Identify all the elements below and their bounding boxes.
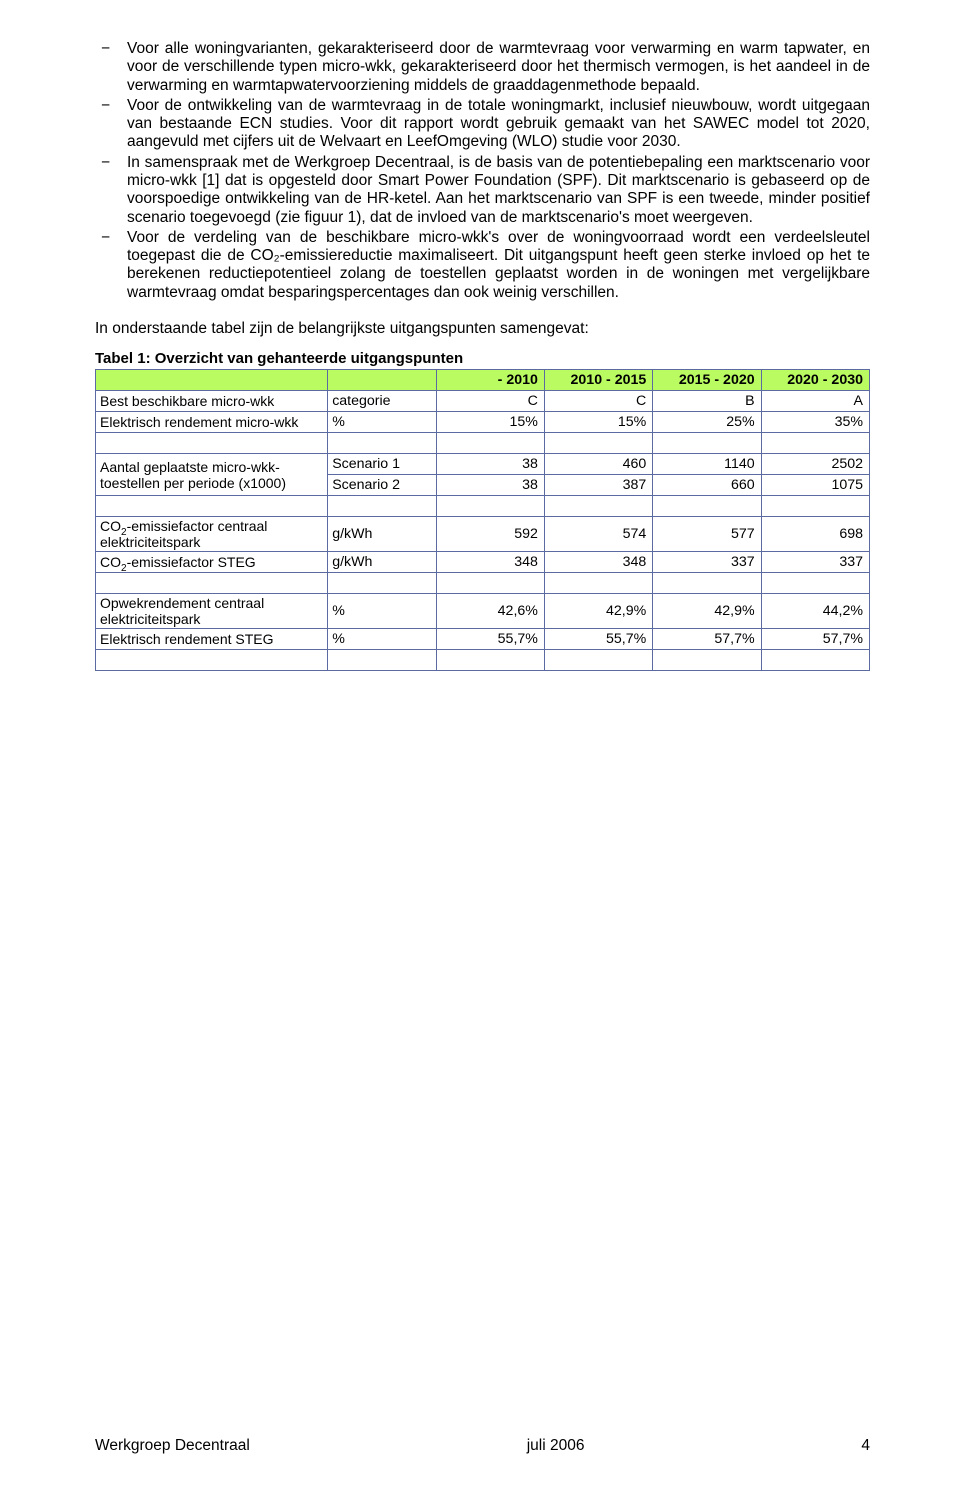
row-value: 44,2% xyxy=(761,594,869,629)
bullet-item: Voor de ontwikkeling van de warmtevraag … xyxy=(95,97,870,152)
row-value: 1140 xyxy=(653,454,761,475)
row-value: 55,7% xyxy=(436,629,544,650)
row-value: 42,9% xyxy=(544,594,652,629)
row-value: 35% xyxy=(761,412,869,433)
row-value: 337 xyxy=(761,552,869,573)
table-header-cell: - 2010 xyxy=(436,370,544,391)
row-label: CO2-emissiefactor centraal elektriciteit… xyxy=(96,517,328,552)
row-value: 57,7% xyxy=(653,629,761,650)
table-row: Aantal geplaatste micro-wkk-toestellen p… xyxy=(96,454,870,475)
table-row: Opwekrendement centraal elektriciteitspa… xyxy=(96,594,870,629)
table-header-cell: 2020 - 2030 xyxy=(761,370,869,391)
row-value: 1075 xyxy=(761,475,869,496)
row-value: C xyxy=(436,391,544,412)
table-caption: Tabel 1: Overzicht van gehanteerde uitga… xyxy=(95,350,870,367)
row-label: Elektrisch rendement micro-wkk xyxy=(96,412,328,433)
row-value: 15% xyxy=(544,412,652,433)
table-row: CO2-emissiefactor STEG g/kWh 348 348 337… xyxy=(96,552,870,573)
row-unit: % xyxy=(328,412,436,433)
bullet-item: In samenspraak met de Werkgroep Decentra… xyxy=(95,154,870,227)
row-value: 25% xyxy=(653,412,761,433)
data-table: - 2010 2010 - 2015 2015 - 2020 2020 - 20… xyxy=(95,369,870,671)
row-label: CO2-emissiefactor STEG xyxy=(96,552,328,573)
table-row: Best beschikbare micro-wkk categorie C C… xyxy=(96,391,870,412)
table-header-cell xyxy=(328,370,436,391)
row-value: 38 xyxy=(436,454,544,475)
row-value: 15% xyxy=(436,412,544,433)
footer-center: juli 2006 xyxy=(250,1437,862,1455)
row-value: 55,7% xyxy=(544,629,652,650)
table-header-cell: 2010 - 2015 xyxy=(544,370,652,391)
table-row: CO2-emissiefactor centraal elektriciteit… xyxy=(96,517,870,552)
intro-text: In onderstaande tabel zijn de belangrijk… xyxy=(95,320,870,338)
table-header-cell xyxy=(96,370,328,391)
row-value: 348 xyxy=(436,552,544,573)
footer-left: Werkgroep Decentraal xyxy=(95,1437,250,1455)
row-value: 660 xyxy=(653,475,761,496)
row-value: 42,6% xyxy=(436,594,544,629)
row-unit: Scenario 1 xyxy=(328,454,436,475)
row-value: A xyxy=(761,391,869,412)
table-spacer xyxy=(96,433,870,454)
row-label: Opwekrendement centraal elektriciteitspa… xyxy=(96,594,328,629)
row-unit: g/kWh xyxy=(328,517,436,552)
row-label: Aantal geplaatste micro-wkk-toestellen p… xyxy=(96,454,328,496)
row-unit: % xyxy=(328,594,436,629)
table-spacer xyxy=(96,496,870,517)
row-value: 2502 xyxy=(761,454,869,475)
table-header-row: - 2010 2010 - 2015 2015 - 2020 2020 - 20… xyxy=(96,370,870,391)
row-unit: % xyxy=(328,629,436,650)
page-footer: Werkgroep Decentraal juli 2006 4 xyxy=(95,1437,870,1455)
bullet-list: Voor alle woningvarianten, gekarakterise… xyxy=(95,40,870,302)
row-unit: g/kWh xyxy=(328,552,436,573)
row-value: 57,7% xyxy=(761,629,869,650)
row-value: 348 xyxy=(544,552,652,573)
row-value: C xyxy=(544,391,652,412)
table-spacer xyxy=(96,573,870,594)
row-value: 337 xyxy=(653,552,761,573)
footer-right: 4 xyxy=(861,1437,870,1455)
bullet-item: Voor de verdeling van de beschikbare mic… xyxy=(95,229,870,302)
row-value: 387 xyxy=(544,475,652,496)
row-value: 460 xyxy=(544,454,652,475)
bullet-item: Voor alle woningvarianten, gekarakterise… xyxy=(95,40,870,95)
row-label: Elektrisch rendement STEG xyxy=(96,629,328,650)
row-value: 42,9% xyxy=(653,594,761,629)
row-value: 574 xyxy=(544,517,652,552)
row-value: 592 xyxy=(436,517,544,552)
row-value: 577 xyxy=(653,517,761,552)
row-unit: Scenario 2 xyxy=(328,475,436,496)
row-value: 698 xyxy=(761,517,869,552)
table-row: Elektrisch rendement STEG % 55,7% 55,7% … xyxy=(96,629,870,650)
row-value: B xyxy=(653,391,761,412)
table-spacer xyxy=(96,650,870,671)
row-label: Best beschikbare micro-wkk xyxy=(96,391,328,412)
table-header-cell: 2015 - 2020 xyxy=(653,370,761,391)
row-unit: categorie xyxy=(328,391,436,412)
table-row: Elektrisch rendement micro-wkk % 15% 15%… xyxy=(96,412,870,433)
row-value: 38 xyxy=(436,475,544,496)
page: Voor alle woningvarianten, gekarakterise… xyxy=(0,0,960,1501)
